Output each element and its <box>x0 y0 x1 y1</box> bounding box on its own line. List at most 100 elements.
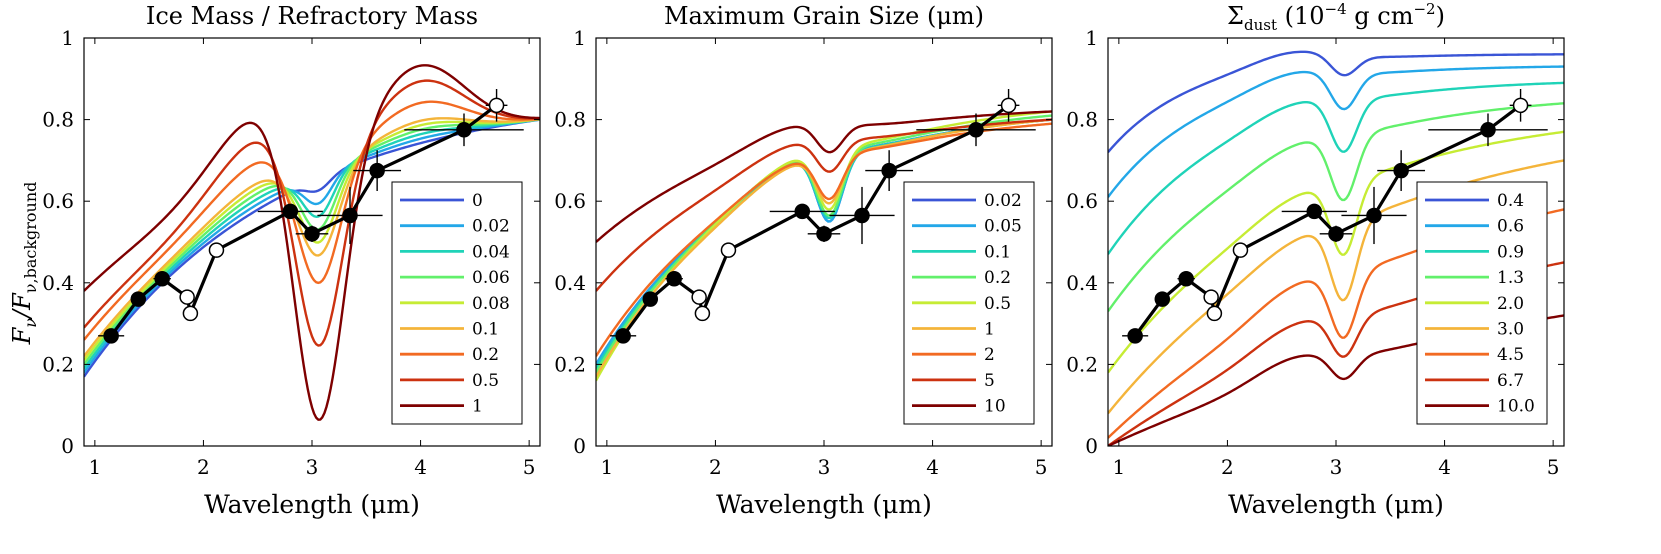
y-axis-label: Fν/Fν,background <box>8 182 40 346</box>
legend-label: 5 <box>984 371 995 391</box>
y-tick-label: 0.2 <box>42 352 74 376</box>
y-tick-label: 1 <box>1085 26 1098 50</box>
curve-0.6 <box>1108 65 1564 198</box>
legend-label: 0.2 <box>472 345 499 365</box>
y-label-den-sub: ν,background <box>21 182 40 294</box>
x-tick-label: 4 <box>1438 455 1451 479</box>
x-tick-label: 3 <box>1330 455 1343 479</box>
y-tick-label: 0.8 <box>554 108 586 132</box>
curve-3.0 <box>1108 159 1564 415</box>
y-tick-label: 1 <box>61 26 74 50</box>
y-tick-label: 0.2 <box>554 352 586 376</box>
observed-point <box>456 122 472 138</box>
observed-points <box>98 89 524 344</box>
y-tick-label: 0.6 <box>554 189 586 213</box>
legend-label: 2 <box>984 345 995 365</box>
y-tick-label: 0.6 <box>1066 189 1098 213</box>
curve-0.2 <box>84 100 540 341</box>
y-tick-label: 0.8 <box>1066 108 1098 132</box>
panel-title: Maximum Grain Size (μm) <box>664 2 984 30</box>
x-tick-label: 5 <box>523 455 536 479</box>
panel-title: Ice Mass / Refractory Mass <box>146 2 478 30</box>
legend-label: 2.0 <box>1497 294 1524 314</box>
legend-label: 10.0 <box>1497 397 1535 417</box>
x-tick-label: 1 <box>88 455 101 479</box>
legend-label: 1.3 <box>1497 268 1524 288</box>
x-tick-label: 4 <box>414 455 427 479</box>
panel-1: Ice Mass / Refractory Mass 1 2 3 4 5 0 0.2 0.4 0.… <box>42 2 541 519</box>
observed-point <box>1203 289 1219 305</box>
legend-label: 1 <box>472 397 483 417</box>
y-tick-label: 0.4 <box>42 271 74 295</box>
legend-label: 0.5 <box>472 371 499 391</box>
legend-label: 4.5 <box>1497 345 1524 365</box>
legend: 0.02 0.05 0.1 0.2 0.5 1 2 5 10 <box>903 181 1035 425</box>
svg-text:Fν/Fν,background: Fν/Fν,background <box>8 182 40 346</box>
observed-point <box>691 289 707 305</box>
y-tick-label: 0.2 <box>1066 352 1098 376</box>
legend-label: 0.4 <box>1497 191 1524 211</box>
legend-label: 0 <box>472 191 483 211</box>
observed-point <box>1512 97 1529 114</box>
legend-label: 0.9 <box>1497 242 1524 262</box>
observed-point <box>282 203 299 220</box>
y-tick-label: 1 <box>573 26 586 50</box>
x-tick-label: 5 <box>1035 455 1048 479</box>
observed-point <box>854 207 870 224</box>
observed-point <box>881 162 897 179</box>
x-tick-label: 2 <box>1221 455 1234 479</box>
observed-point <box>369 162 385 179</box>
observed-point <box>1366 207 1382 224</box>
y-tick-label: 0.8 <box>42 108 74 132</box>
observed-point <box>154 270 170 287</box>
x-tick-label: 3 <box>818 455 831 479</box>
y-label-sub: ν <box>21 318 40 328</box>
observed-point <box>720 242 737 258</box>
observed-point <box>179 289 195 305</box>
x-axis-label: Wavelength (μm) <box>204 490 420 519</box>
observed-point <box>1178 270 1194 287</box>
y-label-main: F <box>8 326 36 345</box>
x-tick-label: 5 <box>1547 455 1560 479</box>
curve-0.9 <box>1108 81 1564 255</box>
legend-label: 0.1 <box>984 242 1011 262</box>
legend-label: 0.02 <box>472 217 510 237</box>
observed-point <box>694 305 711 322</box>
legend-label: 6.7 <box>1497 371 1524 391</box>
curve-0.5 <box>84 79 540 347</box>
panels: Ice Mass / Refractory Mass 1 2 3 4 5 0 0.2 0.4 0.… <box>42 0 1565 519</box>
observed-point <box>103 328 119 344</box>
curve-1.3 <box>1108 102 1564 313</box>
observed-point <box>816 226 832 242</box>
x-axis-label: Wavelength (μm) <box>1228 490 1444 519</box>
y-tick-label: 0.4 <box>554 271 586 295</box>
observed-points <box>1122 89 1548 344</box>
x-tick-label: 4 <box>926 455 939 479</box>
observed-point <box>794 203 811 220</box>
panel-title: Σdust (10−4 g cm−2) <box>1227 0 1445 34</box>
y-tick-label: 0 <box>61 434 74 458</box>
x-tick-label: 2 <box>197 455 210 479</box>
panel-2: Maximum Grain Size (μm) 1 2 3 4 5 0 0.2 0.4 0.6 0.… <box>554 2 1053 519</box>
observed-point <box>488 97 505 114</box>
y-tick-label: 0.6 <box>42 189 74 213</box>
legend: 0.4 0.6 0.9 1.3 2.0 3.0 4.5 6.7 10.0 <box>1416 181 1548 425</box>
observed-point <box>1127 328 1143 344</box>
observed-point <box>1328 226 1344 242</box>
curve-0.4 <box>1108 50 1564 154</box>
legend-label: 0.1 <box>472 320 499 340</box>
observed-point <box>1232 242 1249 258</box>
legend-label: 3.0 <box>1497 320 1524 340</box>
observed-point <box>642 291 659 307</box>
observed-points <box>610 89 1036 344</box>
legend-label: 10 <box>984 397 1006 417</box>
observed-point <box>1154 291 1171 307</box>
observed-point <box>130 291 147 307</box>
panel-3: Σdust (10−4 g cm−2) 1 2 3 4 5 0 0.2 0.4 0.6 0.8 1 Wa… <box>1066 0 1565 519</box>
observed-point <box>1393 162 1409 179</box>
x-tick-label: 3 <box>306 455 319 479</box>
y-tick-label: 0.4 <box>1066 271 1098 295</box>
x-tick-label: 1 <box>600 455 613 479</box>
observed-point <box>208 242 225 258</box>
